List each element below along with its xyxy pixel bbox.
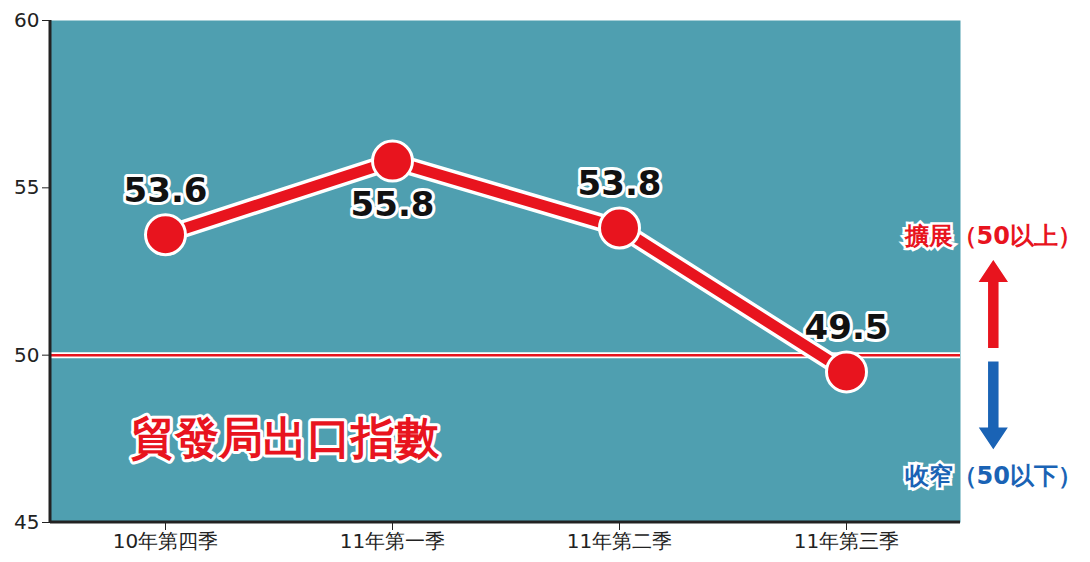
svg-text:50: 50 — [14, 343, 39, 367]
svg-text:49.5: 49.5 — [805, 307, 889, 347]
svg-text:53.8: 53.8 — [578, 163, 662, 203]
svg-text:53.6: 53.6 — [124, 170, 208, 210]
svg-text:擴展（50以上）: 擴展（50以上） — [904, 222, 1082, 250]
svg-text:11年第二季: 11年第二季 — [567, 529, 672, 553]
svg-text:45: 45 — [14, 510, 39, 534]
svg-text:11年第一季: 11年第一季 — [340, 529, 445, 553]
svg-text:55: 55 — [14, 175, 39, 199]
svg-text:60: 60 — [14, 8, 39, 32]
svg-text:收窄（50以下）: 收窄（50以下） — [905, 462, 1082, 490]
svg-text:11年第三季: 11年第三季 — [794, 529, 899, 553]
svg-text:55.8: 55.8 — [351, 184, 435, 224]
svg-text:10年第四季: 10年第四季 — [113, 529, 218, 553]
svg-text:貿發局出口指數: 貿發局出口指數 — [131, 412, 440, 463]
